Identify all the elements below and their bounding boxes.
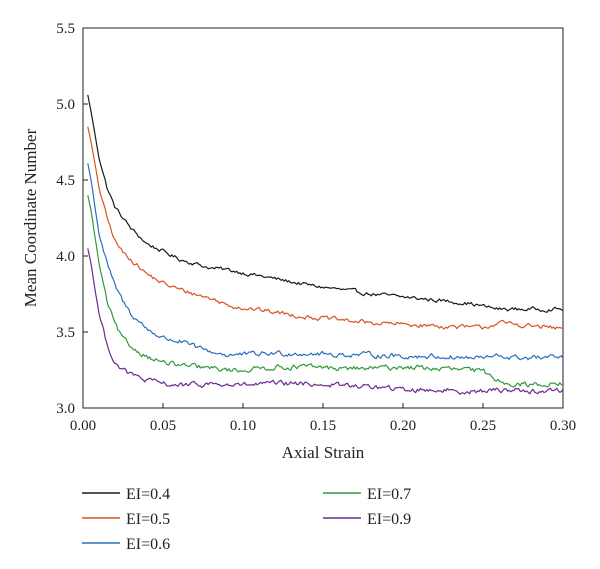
y-tick-label: 5.0 — [56, 97, 75, 113]
y-tick-label: 5.5 — [56, 21, 75, 37]
x-axis-title: Axial Strain — [282, 443, 365, 462]
series-line-ei-0-9 — [87, 248, 564, 395]
series-layer — [87, 94, 564, 395]
y-tick-label: 3.5 — [56, 325, 75, 341]
legend: EI=0.4 EI=0.5 EI=0.6 EI=0.7 EI=0.9 — [82, 486, 411, 553]
x-tick-label: 0.10 — [230, 418, 256, 434]
x-tick-label: 0.20 — [390, 418, 416, 434]
x-axis-ticks: 0.00 0.05 0.10 0.15 0.20 0.25 0.30 — [70, 403, 576, 434]
y-axis-ticks: 3.0 3.5 4.0 4.5 5.0 5.5 — [56, 21, 88, 417]
y-tick-label: 3.0 — [56, 401, 75, 417]
legend-label: EI=0.5 — [126, 511, 170, 528]
y-axis-title: Mean Coordinate Number — [21, 128, 40, 307]
series-line-ei-0-5 — [87, 126, 564, 330]
x-tick-label: 0.05 — [150, 418, 176, 434]
x-tick-label: 0.15 — [310, 418, 336, 434]
legend-label: EI=0.9 — [367, 511, 411, 528]
series-line-ei-0-7 — [87, 195, 564, 388]
x-tick-label: 0.30 — [550, 418, 576, 434]
legend-label: EI=0.7 — [367, 486, 411, 503]
y-tick-label: 4.5 — [56, 173, 75, 189]
x-tick-label: 0.25 — [470, 418, 496, 434]
series-line-ei-0-4 — [87, 94, 564, 313]
series-line-ei-0-6 — [87, 163, 564, 361]
x-tick-label: 0.00 — [70, 418, 96, 434]
plot-area-frame — [82, 27, 564, 409]
legend-label: EI=0.6 — [126, 536, 170, 553]
legend-label: EI=0.4 — [126, 486, 170, 503]
y-tick-label: 4.0 — [56, 249, 75, 265]
